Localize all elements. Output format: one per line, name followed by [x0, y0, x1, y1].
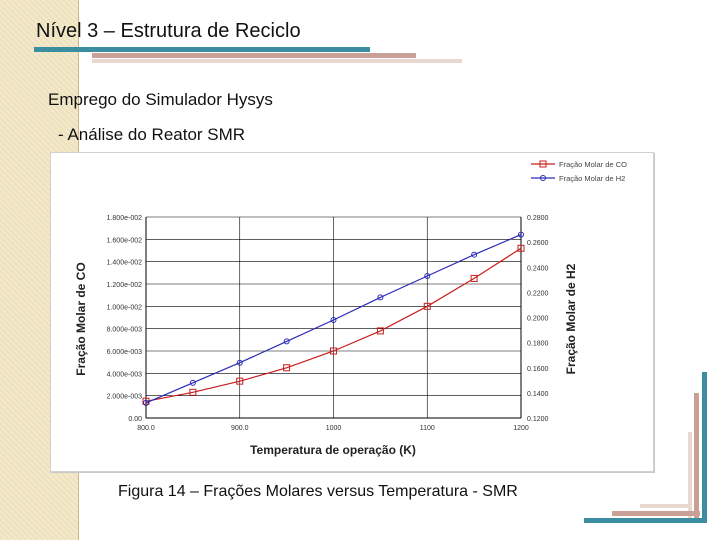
- y2-tick-label: 0.1600: [527, 366, 549, 373]
- x-tick-label: 1100: [420, 425, 435, 432]
- x-tick-label: 1000: [326, 425, 342, 432]
- y-tick-label: 1.600e-002: [107, 237, 143, 244]
- corner-deco-teal-h: [584, 518, 707, 523]
- chart-legend: Fração Molar de CO Fração Molar de H2: [531, 160, 627, 183]
- y-axis-label: Fração Molar de CO: [74, 262, 88, 375]
- x-tick-label: 800.0: [137, 425, 155, 432]
- y-tick-label: 6.000e-003: [107, 349, 143, 356]
- data-point-h2: [330, 317, 337, 324]
- data-point-h2: [189, 379, 196, 386]
- figure-caption: Figura 14 – Frações Molares versus Tempe…: [118, 483, 518, 500]
- y-tick-label: 4.000e-003: [107, 371, 143, 378]
- series-line-h2: [145, 234, 522, 404]
- y-tick-label: 1.200e-002: [107, 282, 143, 289]
- y2-axis-label: Fração Molar de H2: [564, 263, 578, 374]
- data-point-h2: [283, 338, 290, 345]
- x-tick-label: 900.0: [231, 425, 249, 432]
- corner-deco-light-h: [640, 504, 692, 508]
- y-tick-label: 0.00: [128, 416, 142, 423]
- y-tick-label: 1.400e-002: [107, 260, 143, 267]
- corner-deco-rose-v: [694, 393, 699, 523]
- chart-panel: 0.00 2.000e-003 4.000e-003 6.000e-003 8.000e…: [50, 152, 654, 472]
- y2-tick-label: 0.1200: [527, 416, 549, 423]
- slide-title: Nível 3 – Estrutura de Reciclo: [36, 20, 301, 42]
- data-point-h2: [143, 399, 149, 406]
- data-point-co: [330, 347, 337, 355]
- chart-series: [142, 231, 525, 406]
- title-underline-light: [92, 59, 462, 63]
- data-point-co: [189, 388, 197, 396]
- corner-deco-rose-h: [612, 511, 700, 516]
- corner-deco-teal-v: [702, 372, 707, 522]
- legend-marker-co: [539, 160, 547, 168]
- y-tick-label: 2.000e-003: [107, 394, 143, 401]
- mole-fraction-chart: 0.00 2.000e-003 4.000e-003 6.000e-003 8.000e…: [74, 160, 627, 457]
- y2-tick-label: 0.2400: [527, 265, 549, 272]
- title-underline-teal: [34, 47, 370, 52]
- y2-tick-label: 0.1400: [527, 391, 549, 398]
- data-point-co: [517, 244, 525, 252]
- y2-tick-label: 0.2000: [527, 316, 549, 323]
- data-point-h2: [518, 231, 524, 238]
- title-underline-rose: [92, 53, 416, 58]
- section-subheading: - Análise do Reator SMR: [58, 125, 246, 144]
- chart-axes: [145, 217, 522, 419]
- x-tick-label: 1200: [513, 425, 529, 432]
- chart-ticks: 0.00 2.000e-003 4.000e-003 6.000e-003 8.000e…: [107, 215, 549, 432]
- y2-tick-label: 0.2800: [527, 215, 549, 222]
- data-point-h2: [377, 294, 384, 301]
- y-tick-label: 1.000e-002: [107, 304, 143, 311]
- y2-tick-label: 0.2600: [527, 240, 549, 247]
- data-point-co: [470, 274, 478, 282]
- data-point-h2: [471, 251, 478, 258]
- data-point-co: [283, 364, 291, 372]
- corner-deco-light-v: [688, 432, 692, 522]
- y-tick-label: 1.800e-002: [107, 215, 143, 222]
- data-point-h2: [424, 273, 431, 280]
- x-axis-label: Temperatura de operação (K): [250, 443, 416, 457]
- data-point-co: [423, 302, 431, 310]
- legend-label: Fração Molar de H2: [559, 174, 625, 183]
- y2-tick-label: 0.1800: [527, 341, 549, 348]
- data-point-h2: [236, 359, 243, 366]
- data-point-co: [376, 327, 384, 335]
- section-heading: Emprego do Simulador Hysys: [48, 90, 273, 109]
- series-line-co: [145, 247, 522, 402]
- y2-tick-label: 0.2200: [527, 290, 549, 297]
- legend-label: Fração Molar de CO: [559, 160, 627, 169]
- y-tick-label: 8.000e-003: [107, 327, 143, 334]
- data-point-co: [236, 377, 244, 385]
- legend-marker-h2: [540, 175, 546, 181]
